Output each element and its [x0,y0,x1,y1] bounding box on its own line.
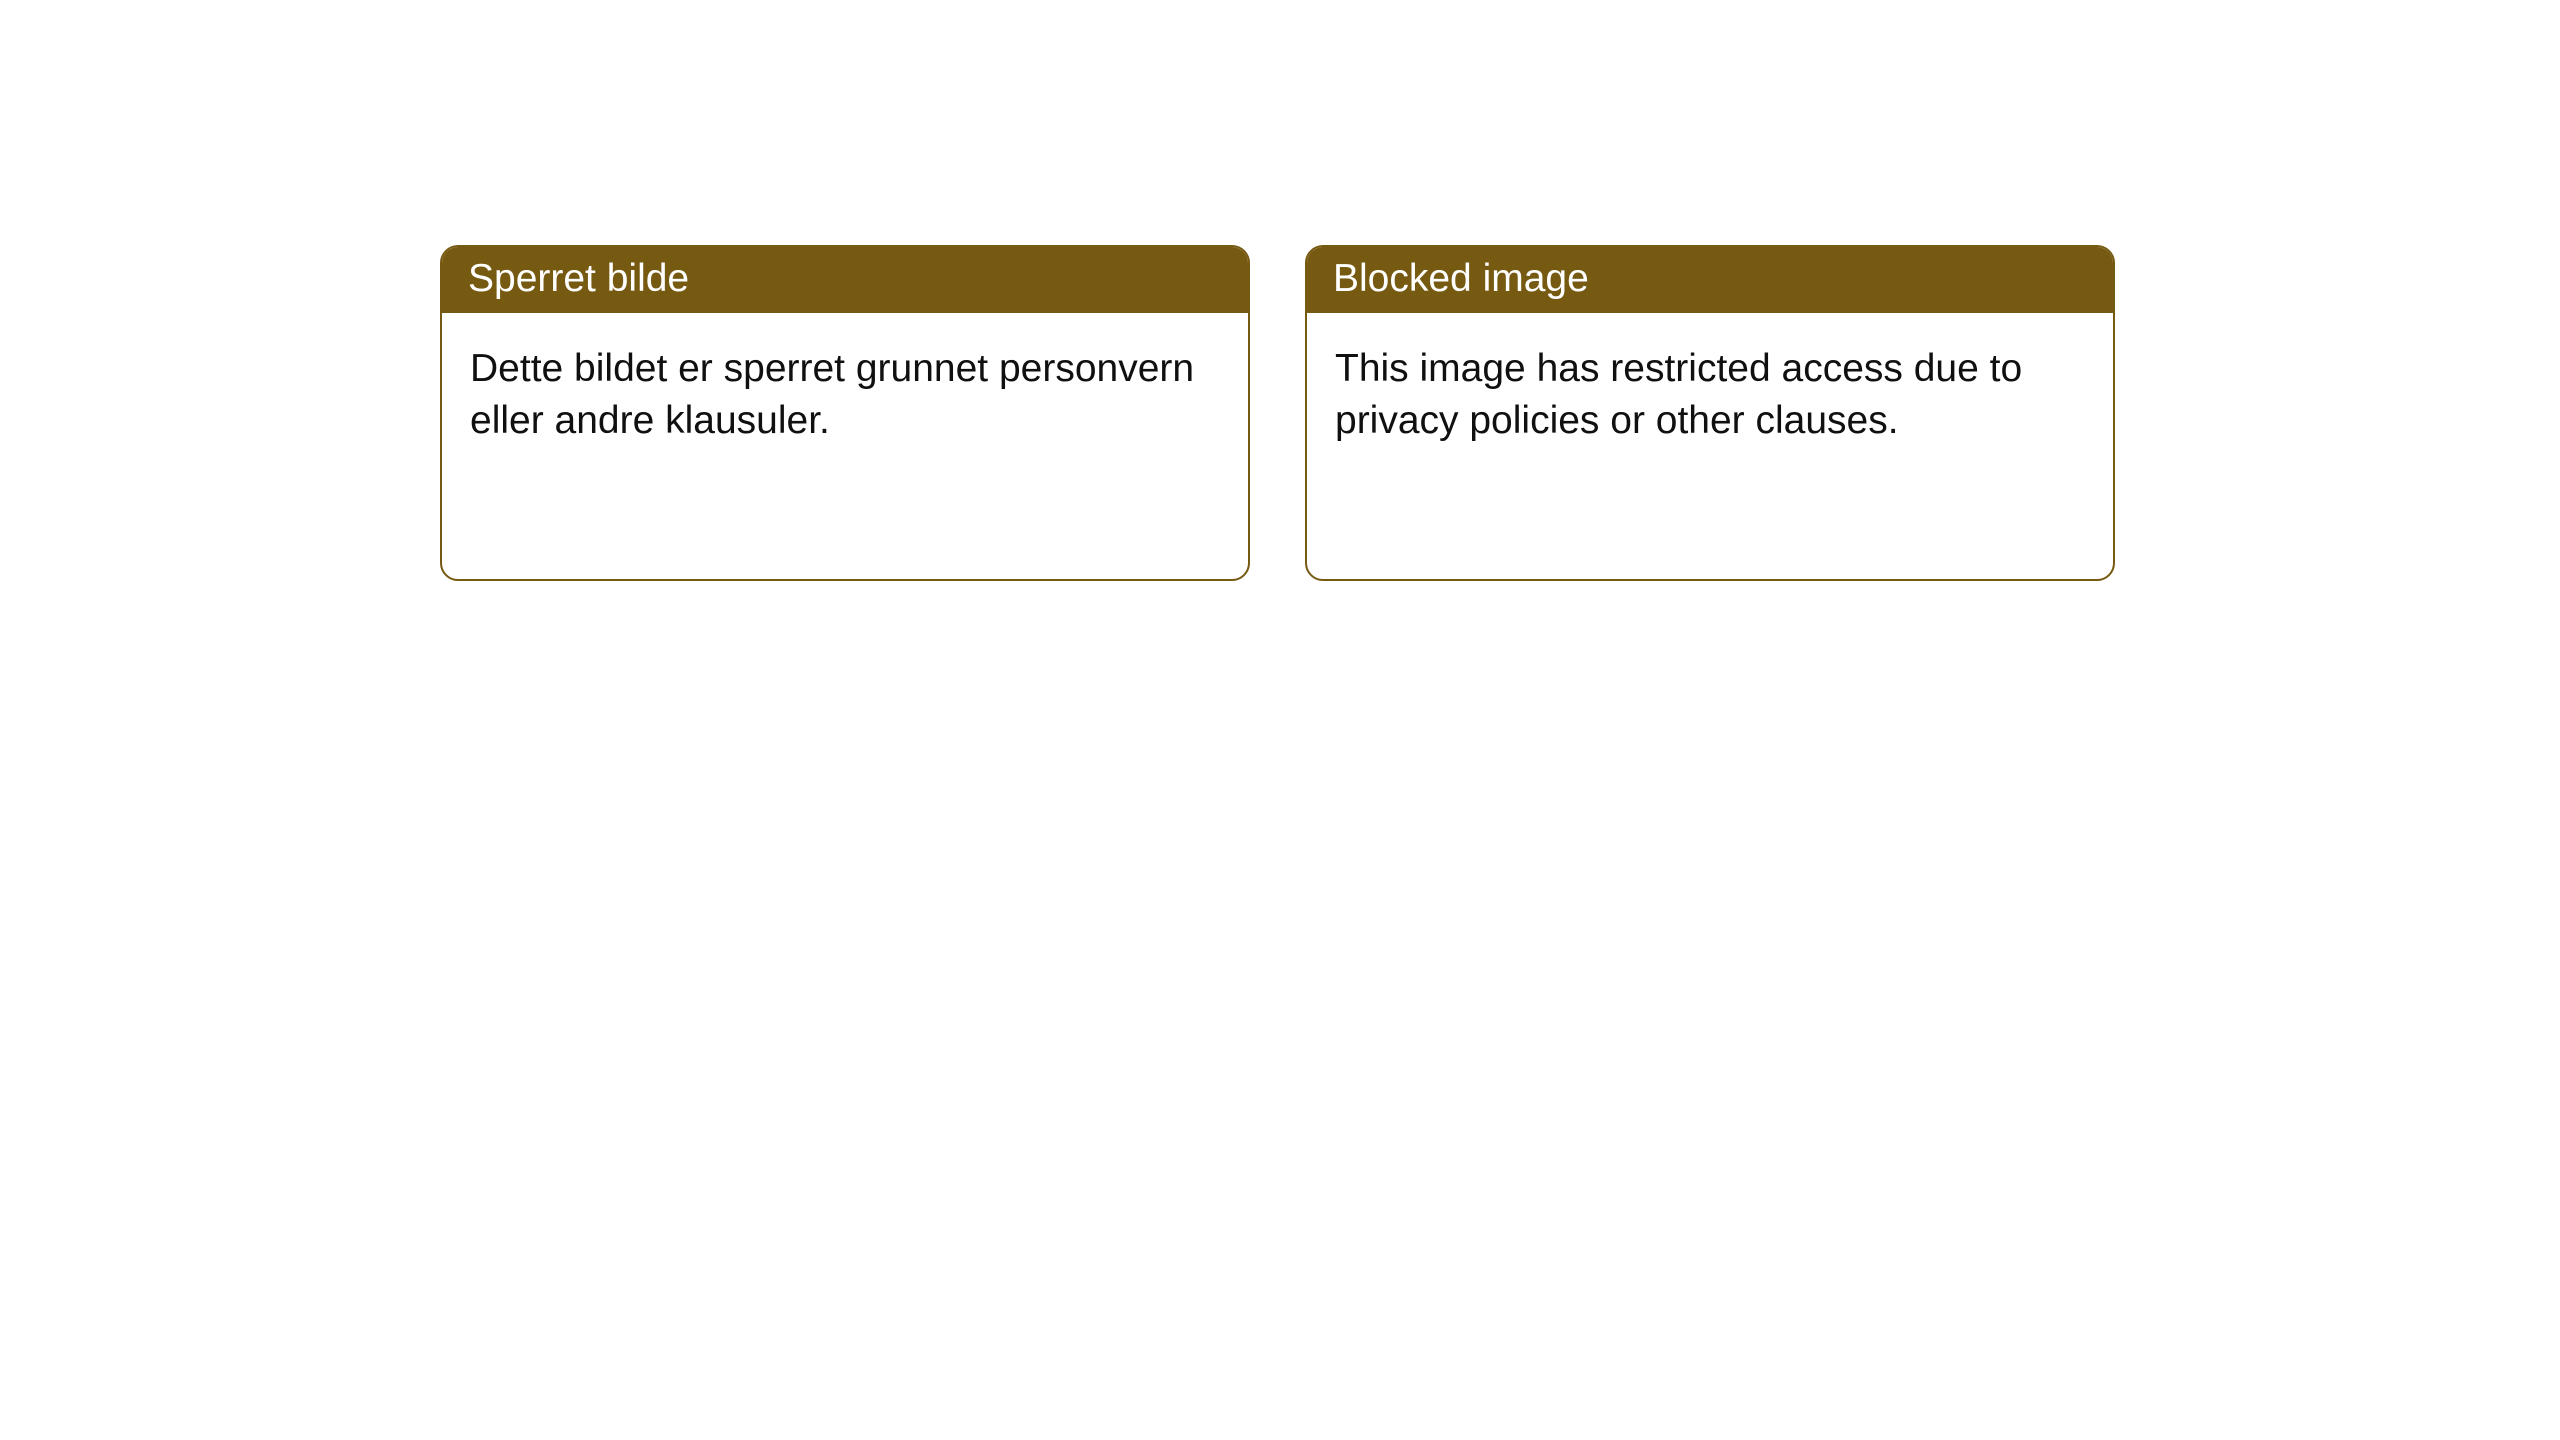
notice-card-body: This image has restricted access due to … [1307,313,2113,477]
notice-card-title: Blocked image [1307,247,2113,313]
notice-card-body: Dette bildet er sperret grunnet personve… [442,313,1248,477]
notice-card-english: Blocked image This image has restricted … [1305,245,2115,581]
notice-card-title: Sperret bilde [442,247,1248,313]
notice-cards-container: Sperret bilde Dette bildet er sperret gr… [0,0,2560,581]
notice-card-norwegian: Sperret bilde Dette bildet er sperret gr… [440,245,1250,581]
